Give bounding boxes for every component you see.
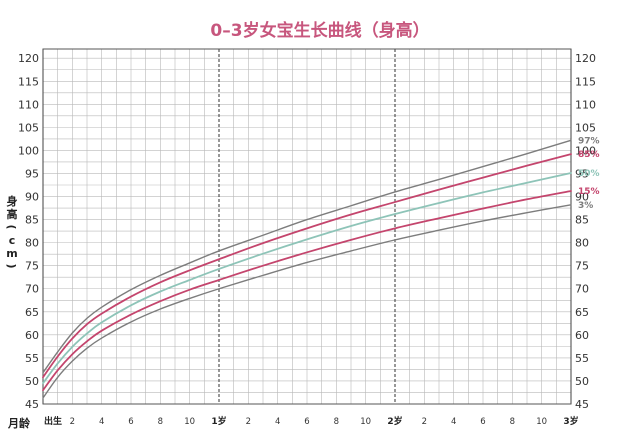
series-line-3pct [42,204,572,399]
y-tick-label-right: 85 [575,214,589,227]
y-axis-label-char: c [9,234,16,247]
y-tick-label-left: 60 [25,329,39,342]
y-axis-label-char: 身 [7,194,18,208]
y-tick-label-left: 105 [18,121,39,134]
x-tick-label: 6 [304,417,309,427]
x-tick-label: 出生 [44,415,62,427]
x-tick-label: 1岁 [211,415,226,427]
y-axis-label-char: 高 [7,207,18,221]
y-tick-label-right: 65 [575,306,589,319]
y-tick-label-left: 90 [25,191,39,204]
x-tick-label: 2 [422,417,427,427]
series-label-85pct: 85% [578,150,600,160]
y-tick-label-left: 50 [25,375,39,388]
y-tick-label-left: 75 [25,260,39,273]
y-tick-label-left: 45 [25,398,39,411]
x-tick-label: 10 [360,417,371,427]
plot-frame [42,48,572,405]
y-tick-label-right: 55 [575,352,589,365]
x-tick-label: 10 [184,417,195,427]
grid-minor [43,49,571,405]
y-axis-label-char: m [6,247,17,260]
y-tick-label-left: 65 [25,306,39,319]
x-tick-label: 2 [70,417,75,427]
x-tick-label: 2岁 [387,415,402,427]
series-labels: 97% 85% 50% 15% 3% [578,136,600,211]
series-label-3pct: 3% [578,201,593,211]
y-axis-label-char: ) [5,263,18,268]
grid-major [42,48,572,405]
y-axis-label-char: ( [5,224,18,229]
x-tick-label: 6 [128,417,133,427]
y-tick-label-right: 95 [575,167,589,180]
y-tick-labels-left: 45 50 55 60 65 70 75 80 85 90 95 100 105 110 115 120 [18,52,39,411]
y-tick-label-left: 120 [18,52,39,65]
y-tick-label-right: 120 [575,52,596,65]
x-tick-label: 8 [158,417,163,427]
x-axis-label: 月龄 [7,416,31,430]
x-tick-label: 8 [334,417,339,427]
x-tick-label: 4 [451,417,456,427]
y-tick-label-right: 45 [575,398,589,411]
chart-title: 0–3岁女宝生长曲线（身高） [210,20,429,41]
series-label-15pct: 15% [578,187,600,197]
series-lines [42,139,572,399]
y-tick-label-right: 70 [575,283,589,296]
y-tick-label-left: 115 [18,75,39,88]
y-tick-label-left: 110 [18,98,39,111]
y-tick-label-right: 50 [575,375,589,388]
series-line-15pct [42,190,572,392]
y-tick-label-left: 70 [25,283,39,296]
x-tick-label: 4 [99,417,104,427]
y-tick-labels-right: 45 50 55 60 65 70 75 80 85 90 95 100 105 110 115 120 [575,52,596,411]
y-tick-label-right: 110 [575,98,596,111]
x-tick-label: 8 [510,417,515,427]
y-tick-label-right: 115 [575,75,596,88]
y-tick-label-right: 60 [575,329,589,342]
y-tick-label-right: 75 [575,260,589,273]
x-tick-label: 6 [480,417,485,427]
y-axis-label: 身高 ( cm) [5,194,18,269]
y-tick-label-left: 100 [18,144,39,157]
y-tick-label-right: 105 [575,121,596,134]
series-label-50pct: 50% [578,169,600,179]
x-tick-labels: 出生 2 4 6 8 10 1岁 2 4 6 8 10 2岁 2 4 6 8 10 3岁 [44,415,579,427]
y-tick-label-left: 55 [25,352,39,365]
y-tick-label-left: 85 [25,214,39,227]
y-tick-label-right: 90 [575,191,589,204]
y-tick-label-right: 100 [575,144,596,157]
y-tick-label-left: 95 [25,167,39,180]
series-line-50pct [42,172,572,385]
y-tick-label-left: 80 [25,237,39,250]
y-tick-label-right: 80 [575,237,589,250]
x-tick-label: 3岁 [563,415,578,427]
x-tick-label: 4 [275,417,280,427]
x-tick-label: 10 [536,417,547,427]
series-label-97pct: 97% [578,136,600,146]
series-line-85pct [42,153,572,379]
x-tick-label: 2 [246,417,251,427]
series-line-97pct [42,139,572,374]
